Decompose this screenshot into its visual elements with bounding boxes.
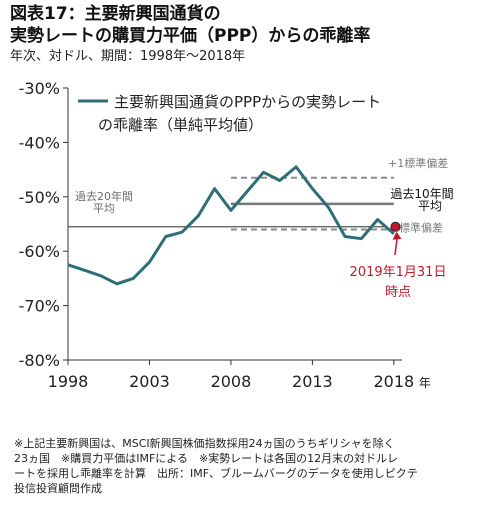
x-axis-unit: 年 [419, 376, 431, 390]
chart-title: 図表17：主要新興国通貨の [10, 4, 221, 24]
deviation-line-chart: -30% -40% -50% -60% -70% -80% 1998 2003 2008 2013… [19, 79, 454, 391]
x-tick-label: 2003 [129, 372, 170, 391]
chart-title-line2: 実勢レートの購買力平価（PPP）からの乖離率 [10, 26, 371, 46]
latest-point-label: 時点 [385, 285, 411, 300]
footnote: ※上記主要新興国は、MSCI新興国株価指数採用24ヵ国のうちギリシャを除く 23… [14, 436, 482, 496]
avg10-label: 平均 [418, 199, 442, 213]
footnote-line: ※上記主要新興国は、MSCI新興国株価指数採用24ヵ国のうちギリシャを除く [14, 437, 395, 450]
avg20-label: 平均 [93, 202, 115, 215]
avg20-label: 過去20年間 [75, 189, 133, 203]
y-tick-label: -40% [19, 133, 60, 152]
x-tick-label: 2013 [292, 372, 333, 391]
latest-point-arrowhead [392, 231, 402, 240]
avg10-label: 過去10年間 [390, 187, 453, 201]
x-tick-label: 2018 [373, 372, 414, 391]
x-tick-label: 1998 [48, 372, 89, 391]
footnote-line: 投信投資顧問作成 [14, 482, 102, 495]
footnote-line: 23ヵ国 ※購買力平価はIMFによる ※実勢レートは各国の12月末の対ドルレ [14, 452, 399, 465]
latest-point-marker [390, 221, 401, 232]
plus-sd-label: +1標準偏差 [388, 156, 448, 170]
legend-label: 主要新興国通貨のPPPからの実勢レート [114, 93, 381, 111]
footnote-line: ートを採用し乖離率を計算 出所：IMF、ブルームバーグのデータを使用しピクテ [14, 467, 418, 480]
y-tick-label: -30% [19, 79, 60, 98]
y-tick-label: -50% [19, 188, 60, 207]
y-tick-label: -70% [19, 297, 60, 316]
minus-sd-label: -1標準偏差 [388, 221, 443, 235]
legend-label: の乖離率（単純平均値） [98, 116, 263, 134]
latest-point-label: 2019年1月31日 [350, 265, 447, 280]
chart-subtitle: 年次、対ドル、期間：1998年～2018年 [10, 49, 246, 64]
y-tick-label: -80% [19, 351, 60, 370]
x-tick-label: 2008 [211, 372, 252, 391]
y-tick-label: -60% [19, 242, 60, 261]
series-line [67, 165, 395, 286]
